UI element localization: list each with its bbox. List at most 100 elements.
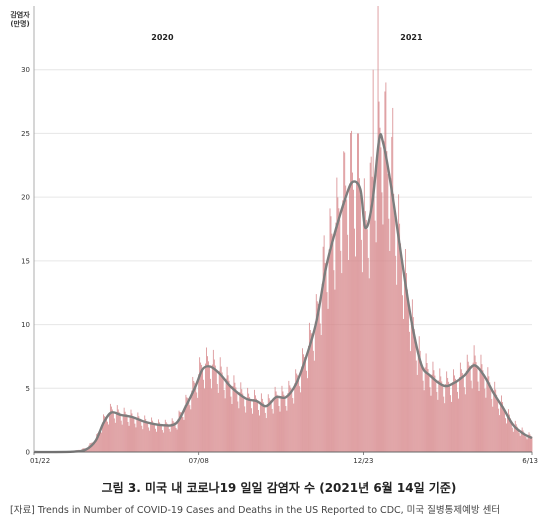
daily-bar — [305, 360, 306, 452]
daily-bar — [158, 422, 160, 452]
daily-bar — [346, 199, 348, 452]
daily-bar — [177, 418, 179, 452]
daily-bar — [395, 255, 397, 452]
daily-bar — [193, 380, 195, 452]
daily-bar — [502, 402, 503, 452]
daily-bar — [157, 424, 158, 452]
daily-bar — [527, 434, 529, 452]
daily-bar — [493, 390, 495, 452]
daily-bar — [124, 411, 126, 452]
daily-bar — [501, 395, 502, 452]
daily-bar — [283, 394, 285, 452]
daily-bar — [288, 380, 290, 452]
daily-bar — [406, 273, 407, 452]
daily-bar — [318, 307, 320, 452]
daily-bar — [232, 386, 234, 452]
daily-bar — [402, 295, 403, 452]
daily-bar — [285, 406, 287, 452]
daily-bar — [433, 370, 435, 452]
daily-bar — [372, 69, 374, 453]
daily-bar — [500, 402, 502, 452]
daily-bar — [139, 418, 141, 452]
daily-bar — [403, 318, 404, 452]
daily-bar — [160, 426, 162, 452]
daily-bar — [254, 389, 255, 452]
daily-bar — [173, 422, 175, 452]
daily-bar — [428, 375, 430, 452]
daily-bar — [327, 308, 329, 452]
daily-bar — [398, 194, 400, 452]
daily-bar — [429, 387, 431, 452]
daily-bar — [156, 431, 157, 452]
covid-daily-cases-chart: 0 5 10 15 20 25 30 01/22 07/08 12/23 6/13 감염자(만명) 20… — [10, 6, 538, 465]
daily-bar — [404, 273, 405, 452]
daily-bar — [368, 278, 370, 452]
daily-bar — [374, 220, 376, 452]
y-tick-label: 15 — [21, 257, 30, 265]
daily-bar — [357, 133, 358, 452]
daily-bar — [278, 406, 280, 452]
daily-bar — [439, 368, 441, 452]
daily-bar — [175, 427, 177, 452]
daily-bar — [272, 413, 274, 452]
daily-bar — [364, 211, 366, 452]
daily-bar — [153, 422, 154, 452]
daily-bar — [255, 395, 256, 452]
daily-bar — [215, 371, 217, 452]
daily-bar — [408, 331, 410, 452]
daily-bar — [468, 365, 470, 452]
daily-bar — [99, 430, 101, 452]
daily-bar — [228, 380, 230, 452]
daily-bar — [360, 239, 362, 452]
daily-bar — [126, 416, 128, 452]
daily-bar — [316, 301, 318, 452]
daily-bar — [409, 351, 411, 452]
daily-bar — [194, 382, 196, 452]
figure-source: [자료] Trends in Number of COVID-19 Cases … — [10, 505, 501, 516]
daily-bar — [234, 382, 236, 452]
daily-bar — [244, 406, 246, 452]
daily-bar — [94, 443, 96, 452]
daily-bar — [526, 439, 528, 452]
daily-bar — [444, 403, 446, 452]
daily-bar — [356, 181, 357, 452]
daily-bar — [508, 414, 510, 452]
daily-bar — [438, 380, 440, 452]
daily-bar — [179, 412, 181, 452]
daily-bar — [163, 424, 165, 452]
daily-bar — [214, 365, 216, 452]
daily-bar — [159, 424, 161, 452]
daily-bar — [370, 156, 372, 452]
daily-bar — [344, 152, 346, 453]
daily-bar — [382, 224, 384, 452]
daily-bar — [410, 318, 412, 452]
daily-bar — [245, 412, 247, 452]
daily-bar — [399, 223, 401, 452]
daily-bar — [114, 422, 116, 452]
daily-bar — [520, 430, 522, 452]
daily-bar — [243, 397, 245, 452]
daily-bar — [489, 382, 491, 452]
daily-bar — [412, 317, 414, 452]
daily-bar — [231, 403, 233, 452]
y-axis-title: (만명) — [10, 19, 29, 28]
daily-bar — [170, 423, 172, 452]
daily-bar — [154, 424, 155, 452]
daily-bar — [297, 375, 299, 452]
daily-bar — [269, 400, 271, 452]
daily-bar — [320, 335, 322, 452]
daily-bar — [303, 354, 304, 452]
daily-bar — [265, 418, 267, 452]
x-tick-label: 07/08 — [189, 457, 209, 465]
daily-bar — [509, 418, 511, 452]
daily-bar — [488, 376, 490, 452]
daily-bar — [233, 375, 235, 452]
daily-bar — [350, 133, 352, 452]
daily-bar — [464, 394, 466, 452]
daily-bar — [275, 391, 277, 452]
daily-bar — [386, 151, 388, 452]
daily-bar — [211, 364, 213, 452]
daily-bar — [292, 397, 294, 452]
daily-bar — [515, 424, 517, 452]
year-label: 2021 — [400, 33, 423, 42]
